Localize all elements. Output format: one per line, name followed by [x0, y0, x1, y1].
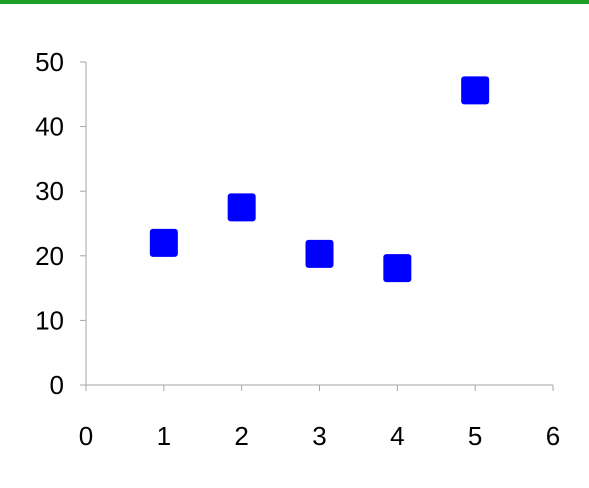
- data-point-marker: [227, 193, 256, 222]
- data-point-marker: [383, 254, 412, 283]
- data-point-marker: [149, 228, 178, 257]
- data-points: [149, 76, 490, 283]
- x-tick-label: 5: [468, 421, 482, 451]
- data-point-marker: [461, 76, 490, 105]
- top-accent-bar: [0, 0, 589, 4]
- y-tick-label: 30: [35, 176, 64, 206]
- x-tick-label: 4: [390, 421, 404, 451]
- x-tick-label: 3: [312, 421, 326, 451]
- y-tick-label: 10: [35, 305, 64, 335]
- y-tick-label: 40: [35, 112, 64, 142]
- axes: [80, 61, 554, 391]
- x-tick-label: 0: [79, 421, 93, 451]
- x-tick-label: 6: [546, 421, 560, 451]
- y-tick-label: 0: [50, 370, 64, 400]
- data-point-marker: [305, 239, 334, 268]
- x-tick-label: 1: [157, 421, 171, 451]
- y-tick-label: 50: [35, 47, 64, 77]
- y-tick-label: 20: [35, 241, 64, 271]
- x-tick-label: 2: [234, 421, 248, 451]
- tick-labels: 0 10 20 30 40 50 0 1 2 3 4 5 6: [35, 47, 560, 451]
